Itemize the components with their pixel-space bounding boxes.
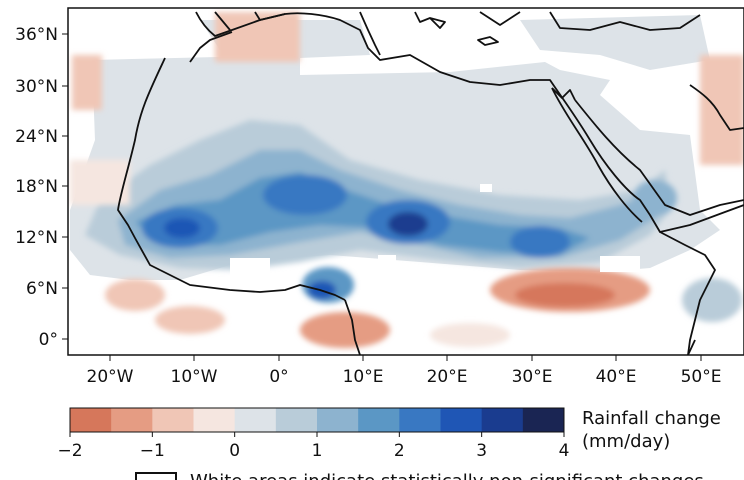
mediterranean-islands bbox=[429, 17, 499, 46]
decrease-patch-horn bbox=[682, 278, 742, 322]
rainfall-field bbox=[70, 12, 744, 348]
colorbar-swatch bbox=[440, 408, 483, 432]
decrease-patch-nw bbox=[72, 55, 102, 110]
lat-tick-label: 18°N bbox=[15, 177, 58, 197]
strong-increase-east bbox=[633, 180, 677, 216]
non-significant-gap bbox=[480, 184, 492, 192]
map-panel bbox=[68, 8, 744, 355]
colorbar-tick-label: −2 bbox=[57, 441, 82, 461]
colorbar-swatch bbox=[152, 408, 194, 432]
colorbar-ticks: −2 −1 0 1 2 3 4 bbox=[57, 432, 569, 461]
persian-gulf bbox=[689, 84, 744, 131]
colorbar-swatch bbox=[481, 408, 524, 432]
lon-tick-label: 0° bbox=[269, 367, 288, 387]
non-significant-gap bbox=[230, 258, 270, 278]
sinai bbox=[551, 87, 576, 101]
core-increase-sudan bbox=[510, 226, 570, 258]
colorbar-tick-label: 1 bbox=[312, 441, 323, 461]
colorbar-swatch bbox=[70, 408, 112, 432]
colorbar-swatch bbox=[358, 408, 400, 432]
lon-tick-label: 20°E bbox=[427, 367, 468, 387]
colorbar-title: Rainfall change bbox=[582, 408, 721, 429]
peak-increase-central bbox=[388, 212, 428, 236]
lon-tick-label: 10°W bbox=[171, 367, 218, 387]
colorbar-swatch bbox=[234, 408, 277, 432]
non-significant-gap bbox=[378, 255, 396, 295]
significance-legend: White areas indicate statistically non-s… bbox=[135, 471, 704, 480]
colorbar-tick-label: 3 bbox=[476, 441, 487, 461]
decrease-patch-north bbox=[215, 12, 300, 62]
legend-swatch bbox=[135, 472, 177, 480]
lon-tick-label: 10°E bbox=[343, 367, 384, 387]
strong-increase-band bbox=[135, 172, 590, 255]
lat-tick-label: 6°N bbox=[26, 279, 58, 299]
colorbar-unit: (mm/day) bbox=[582, 431, 670, 452]
lat-tick-label: 0° bbox=[39, 330, 58, 350]
lon-tick-label: 50°E bbox=[681, 367, 722, 387]
coastlines bbox=[117, 11, 744, 355]
colorbar-tick-label: 4 bbox=[559, 441, 570, 461]
europe-coast bbox=[214, 11, 701, 56]
africa-coastline bbox=[117, 11, 744, 301]
colorbar: −2 −1 0 1 2 3 4 Rainfall change (mm/day) bbox=[57, 407, 721, 461]
lon-axis: 20°W 10°W 0° 10°E 20°E 30°E 40°E 50°E bbox=[87, 355, 722, 387]
decrease-patch-northeast bbox=[700, 55, 744, 165]
colorbar-swatch bbox=[111, 408, 153, 432]
nile-border bbox=[189, 31, 233, 63]
colorbar-swatch bbox=[317, 408, 359, 432]
decrease-patch-gulf-guinea-west bbox=[155, 306, 225, 334]
colorbar-tick-label: 0 bbox=[229, 441, 240, 461]
peak-increase-west bbox=[164, 218, 200, 238]
lon-tick-label: 20°W bbox=[87, 367, 134, 387]
colorbar-swatch bbox=[275, 408, 318, 432]
non-significant-gap bbox=[600, 256, 640, 272]
core-increase-central bbox=[263, 175, 347, 215]
red-sea-coast bbox=[551, 87, 643, 223]
colorbar-swatch bbox=[399, 408, 441, 432]
lon-tick-label: 30°E bbox=[512, 367, 553, 387]
decrease-patch-atlantic bbox=[105, 279, 165, 311]
colorbar-tick-label: 2 bbox=[394, 441, 405, 461]
colorbar-tick-label: −1 bbox=[140, 441, 165, 461]
east-africa-coast bbox=[687, 339, 696, 355]
decrease-patch-gulf-guinea bbox=[300, 312, 390, 348]
lat-tick-label: 24°N bbox=[15, 127, 58, 147]
legend-text: White areas indicate statistically non-s… bbox=[190, 471, 704, 480]
lat-axis: 36°N 30°N 24°N 18°N 12°N 6°N 0° bbox=[15, 25, 68, 350]
decrease-patch-congo bbox=[430, 323, 510, 347]
decrease-patch-east-africa bbox=[515, 283, 615, 307]
lat-tick-label: 36°N bbox=[15, 25, 58, 45]
lat-tick-label: 30°N bbox=[15, 77, 58, 97]
colorbar-swatch bbox=[522, 408, 565, 432]
colorbar-swatch bbox=[193, 408, 236, 432]
gulf-guinea-coast bbox=[344, 299, 361, 355]
arabia-coast bbox=[574, 99, 744, 216]
colorbar-swatches bbox=[70, 408, 565, 432]
lon-tick-label: 40°E bbox=[596, 367, 637, 387]
gulf-aden-coast bbox=[659, 231, 716, 355]
lat-tick-label: 12°N bbox=[15, 228, 58, 248]
map-frame bbox=[67, 7, 744, 356]
